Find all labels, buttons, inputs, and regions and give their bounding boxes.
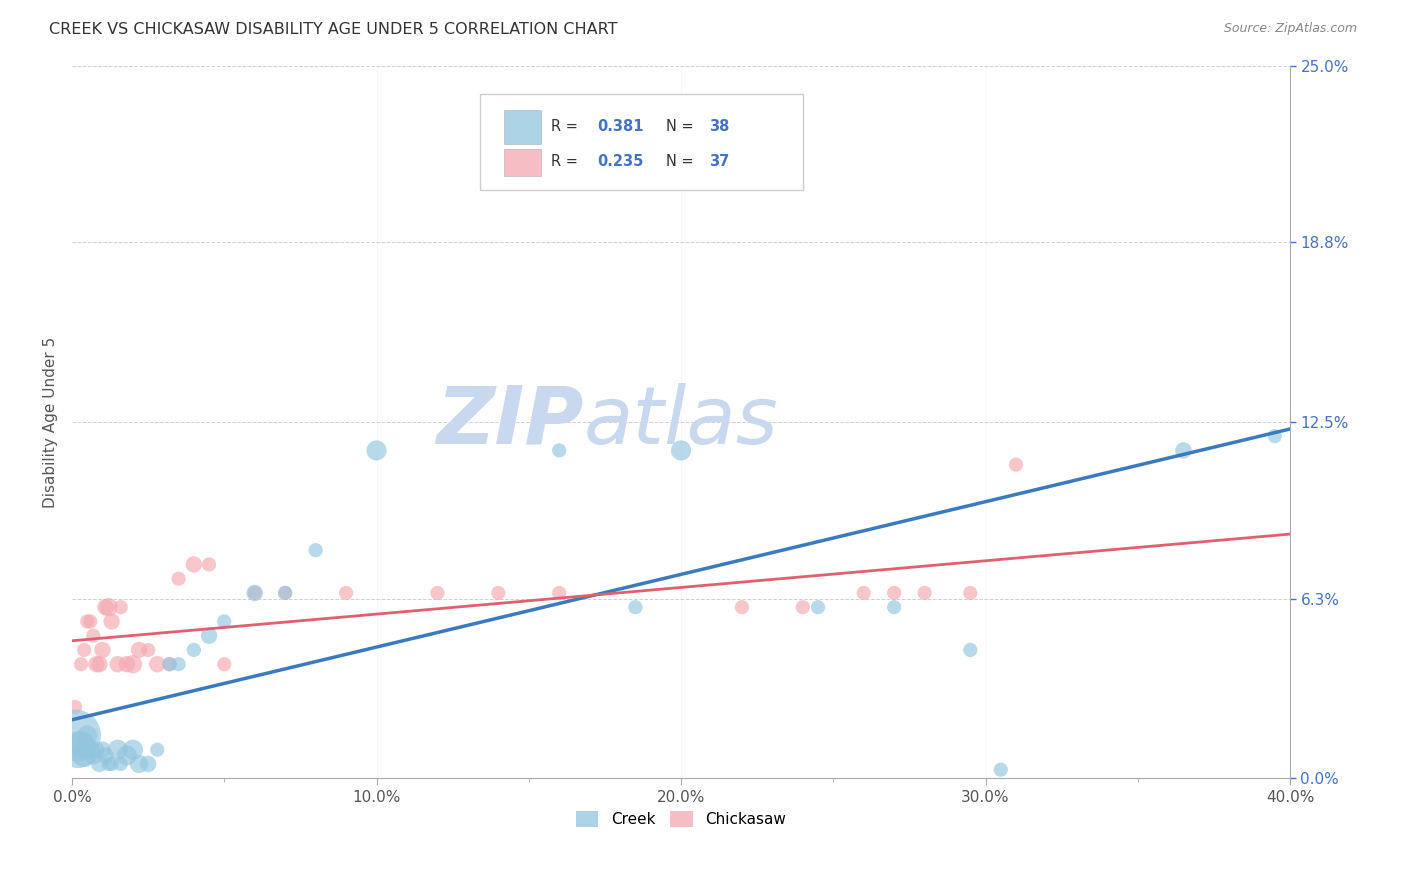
Point — [128, 756, 150, 771]
Point — [79, 742, 101, 756]
Point — [86, 742, 108, 756]
Point — [115, 657, 138, 672]
Point — [304, 543, 326, 558]
Legend: Creek, Chickasaw: Creek, Chickasaw — [568, 804, 794, 835]
Point — [146, 657, 169, 672]
Point — [91, 742, 114, 756]
Point — [548, 586, 571, 600]
Point — [669, 443, 692, 458]
Point — [110, 600, 132, 615]
Point — [122, 742, 145, 756]
Text: CREEK VS CHICKASAW DISABILITY AGE UNDER 5 CORRELATION CHART: CREEK VS CHICKASAW DISABILITY AGE UNDER … — [49, 22, 617, 37]
Point — [146, 742, 169, 756]
Text: N =: N = — [666, 154, 699, 169]
Point — [94, 748, 117, 763]
Point — [67, 742, 90, 756]
Point — [624, 600, 647, 615]
Point — [959, 586, 981, 600]
Point — [107, 657, 129, 672]
Point — [91, 643, 114, 657]
Point — [183, 643, 205, 657]
Point — [243, 586, 266, 600]
Point — [89, 657, 111, 672]
Point — [198, 629, 221, 643]
Point — [593, 115, 616, 129]
Point — [76, 615, 98, 629]
Text: R =: R = — [551, 154, 582, 169]
Point — [198, 558, 221, 572]
Point — [159, 657, 181, 672]
Point — [94, 600, 117, 615]
Point — [548, 443, 571, 458]
Point — [70, 737, 93, 751]
Point — [426, 586, 449, 600]
Point — [73, 748, 96, 763]
Point — [792, 600, 814, 615]
Point — [183, 558, 205, 572]
Point — [159, 657, 181, 672]
Point — [97, 756, 120, 771]
Point — [366, 443, 388, 458]
Text: 0.381: 0.381 — [598, 120, 644, 135]
Point — [852, 586, 875, 600]
Text: R =: R = — [551, 120, 582, 135]
Text: 37: 37 — [709, 154, 730, 169]
Point — [76, 729, 98, 743]
Text: 38: 38 — [709, 120, 730, 135]
Point — [274, 586, 297, 600]
Point — [107, 742, 129, 756]
Point — [914, 586, 936, 600]
Y-axis label: Disability Age Under 5: Disability Age Under 5 — [44, 336, 58, 508]
FancyBboxPatch shape — [479, 94, 803, 190]
Point — [807, 600, 830, 615]
Point — [79, 615, 101, 629]
Point — [167, 657, 190, 672]
Point — [959, 643, 981, 657]
Point — [1173, 443, 1195, 458]
Point — [214, 657, 236, 672]
Point — [82, 629, 104, 643]
Text: ZIP: ZIP — [436, 383, 583, 461]
Point — [86, 657, 108, 672]
Point — [274, 586, 297, 600]
Point — [122, 657, 145, 672]
FancyBboxPatch shape — [505, 149, 541, 176]
Point — [63, 729, 86, 743]
Point — [100, 615, 122, 629]
FancyBboxPatch shape — [505, 110, 541, 144]
Point — [63, 700, 86, 714]
Point — [100, 756, 122, 771]
Point — [70, 657, 93, 672]
Point — [110, 756, 132, 771]
Point — [128, 643, 150, 657]
Point — [990, 763, 1012, 777]
Point — [731, 600, 754, 615]
Text: 0.235: 0.235 — [598, 154, 644, 169]
Point — [82, 748, 104, 763]
Point — [1264, 429, 1286, 443]
Point — [73, 643, 96, 657]
Point — [214, 615, 236, 629]
Point — [243, 586, 266, 600]
Point — [335, 586, 357, 600]
Text: atlas: atlas — [583, 383, 779, 461]
Point — [1005, 458, 1028, 472]
Point — [97, 600, 120, 615]
Point — [136, 643, 159, 657]
Point — [883, 586, 905, 600]
Point — [89, 756, 111, 771]
Point — [486, 586, 509, 600]
Point — [115, 748, 138, 763]
Text: N =: N = — [666, 120, 699, 135]
Point — [167, 572, 190, 586]
Text: Source: ZipAtlas.com: Source: ZipAtlas.com — [1223, 22, 1357, 36]
Point — [136, 756, 159, 771]
Point — [883, 600, 905, 615]
